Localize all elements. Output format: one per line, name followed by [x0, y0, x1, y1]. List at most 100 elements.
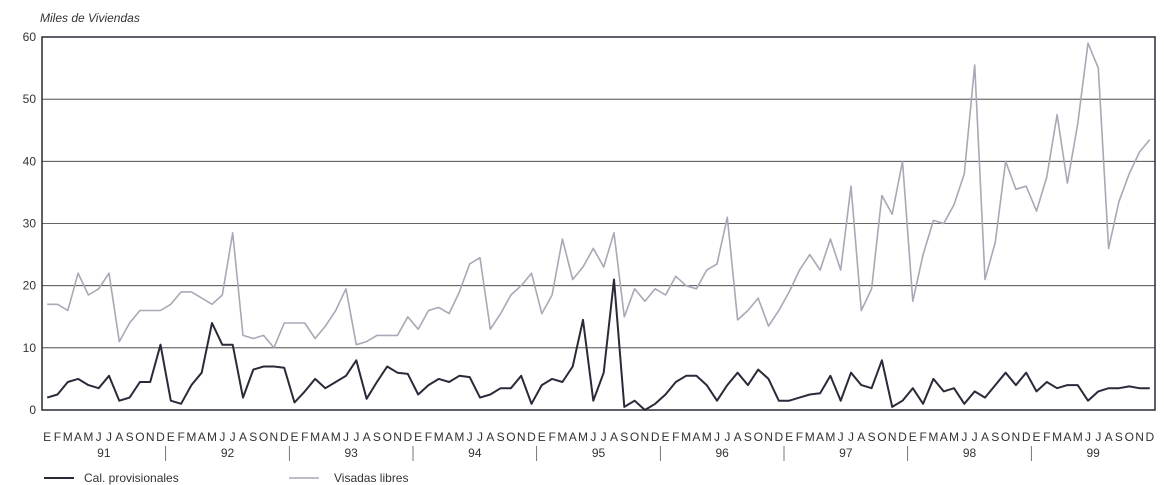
- x-year-label: 93: [344, 446, 358, 460]
- x-month-label: M: [557, 430, 567, 444]
- x-month-label: A: [569, 430, 577, 444]
- x-month-label: J: [1095, 430, 1101, 444]
- x-month-label: M: [702, 430, 712, 444]
- x-month-label: M: [949, 430, 959, 444]
- x-month-label: A: [1105, 430, 1113, 444]
- x-month-label: N: [270, 430, 279, 444]
- x-month-label: A: [74, 430, 82, 444]
- x-month-label: F: [301, 430, 308, 444]
- x-month-label: J: [961, 430, 967, 444]
- x-year-label: 95: [592, 446, 606, 460]
- x-month-label: O: [135, 430, 144, 444]
- x-month-label: A: [321, 430, 329, 444]
- x-year-label: 94: [468, 446, 482, 460]
- x-month-label: F: [672, 430, 679, 444]
- x-month-label: M: [207, 430, 217, 444]
- x-month-label: A: [692, 430, 700, 444]
- x-month-label: S: [1115, 430, 1123, 444]
- x-month-label: F: [1043, 430, 1050, 444]
- x-month-label: D: [775, 430, 784, 444]
- x-month-label: F: [177, 430, 184, 444]
- x-month-label: M: [578, 430, 588, 444]
- x-month-label: S: [991, 430, 999, 444]
- x-month-label: N: [517, 430, 526, 444]
- x-month-label: A: [115, 430, 123, 444]
- x-year-label: 99: [1086, 446, 1100, 460]
- x-month-label: J: [230, 430, 236, 444]
- x-year-label: 98: [963, 446, 977, 460]
- x-month-label: N: [641, 430, 650, 444]
- x-month-label: A: [940, 430, 948, 444]
- x-month-label: E: [1032, 430, 1040, 444]
- y-tick-labels: 0 10 20 30 40 50 60: [23, 30, 37, 417]
- x-month-label: J: [1085, 430, 1091, 444]
- x-month-label: M: [454, 430, 464, 444]
- x-month-label: M: [681, 430, 691, 444]
- x-month-label: E: [661, 430, 669, 444]
- x-month-label: J: [714, 430, 720, 444]
- x-month-label: A: [445, 430, 453, 444]
- x-month-label: S: [744, 430, 752, 444]
- x-month-label: M: [310, 430, 320, 444]
- x-month-label: J: [724, 430, 730, 444]
- x-month-label: D: [1146, 430, 1155, 444]
- x-month-label: O: [1125, 430, 1134, 444]
- x-month-label: J: [601, 430, 607, 444]
- x-month-label: O: [506, 430, 515, 444]
- x-month-label: O: [1001, 430, 1010, 444]
- x-month-label: M: [434, 430, 444, 444]
- x-month-label: A: [610, 430, 618, 444]
- y-tick-label: 50: [23, 92, 37, 106]
- x-month-label: J: [219, 430, 225, 444]
- legend: Cal. provisionales Visadas libres: [44, 471, 408, 485]
- y-axis-title: Miles de Viviendas: [40, 11, 140, 25]
- y-tick-label: 20: [23, 279, 37, 293]
- x-month-label: M: [825, 430, 835, 444]
- x-month-label: A: [981, 430, 989, 444]
- series-line-cal-provisionales: [46, 278, 1150, 411]
- x-month-label: S: [868, 430, 876, 444]
- x-month-label: O: [877, 430, 886, 444]
- x-month-label: F: [548, 430, 555, 444]
- series-line-visadas-libres: [47, 42, 1151, 349]
- x-month-label: S: [126, 430, 134, 444]
- x-month-label: E: [414, 430, 422, 444]
- y-tick-label: 40: [23, 154, 37, 168]
- x-month-label: M: [186, 430, 196, 444]
- x-month-label: J: [353, 430, 359, 444]
- x-year-label: 96: [715, 446, 729, 460]
- x-month-label: F: [54, 430, 61, 444]
- x-month-label: N: [764, 430, 773, 444]
- x-month-label: A: [816, 430, 824, 444]
- x-month-label: J: [972, 430, 978, 444]
- x-month-label: N: [393, 430, 402, 444]
- x-month-label: M: [63, 430, 73, 444]
- y-tick-label: 0: [29, 403, 36, 417]
- x-month-label: J: [838, 430, 844, 444]
- x-month-label: D: [156, 430, 165, 444]
- x-month-label: N: [888, 430, 897, 444]
- x-month-label: M: [83, 430, 93, 444]
- x-month-label: M: [1073, 430, 1083, 444]
- x-month-label: A: [486, 430, 494, 444]
- series-lines: [46, 42, 1151, 411]
- x-month-label: J: [590, 430, 596, 444]
- gridlines: [42, 98, 1155, 349]
- x-month-label: O: [754, 430, 763, 444]
- x-month-label: D: [404, 430, 413, 444]
- x-month-label: A: [363, 430, 371, 444]
- legend-label: Visadas libres: [334, 471, 408, 485]
- x-month-label: J: [343, 430, 349, 444]
- x-month-label: F: [425, 430, 432, 444]
- x-month-label: E: [290, 430, 298, 444]
- x-month-label: S: [497, 430, 505, 444]
- x-year-label: 91: [97, 446, 111, 460]
- x-month-label: S: [373, 430, 381, 444]
- x-year-label: 92: [221, 446, 235, 460]
- x-month-label: J: [106, 430, 112, 444]
- x-month-label: D: [898, 430, 907, 444]
- x-month-label: S: [249, 430, 257, 444]
- x-month-label: J: [477, 430, 483, 444]
